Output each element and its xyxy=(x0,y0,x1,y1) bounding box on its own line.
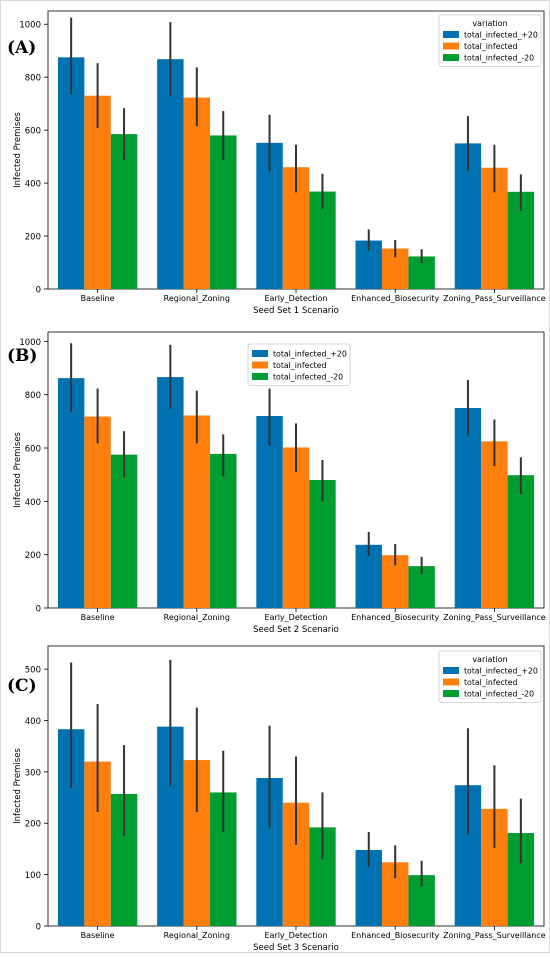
legend-swatch xyxy=(443,667,459,674)
bar xyxy=(481,441,508,608)
x-tick-label: Zoning_Pass_Surveillance xyxy=(443,294,546,303)
chart-panel-3: 0 100 200 300 400 500 Infected Premises Seed Se… xyxy=(7,645,546,953)
y-tick-label: 800 xyxy=(25,74,41,84)
x-tick-label: Early_Detection xyxy=(264,613,327,622)
bar xyxy=(157,377,184,608)
y-tick-label: 1000 xyxy=(19,21,41,31)
legend: variation total_infected_+20 total_infecte… xyxy=(438,14,542,67)
y-tick-label: 400 xyxy=(25,498,41,508)
legend: total_infected_+20 total_infected total_in… xyxy=(247,343,351,386)
bar xyxy=(507,475,535,608)
y-tick-label: 400 xyxy=(25,180,41,190)
bar xyxy=(454,408,482,608)
x-tick-label: Enhanced_Biosecurity xyxy=(351,613,439,622)
y-tick-label: 600 xyxy=(25,127,41,137)
y-tick-label: 200 xyxy=(25,551,41,561)
legend-label: total_infected_-20 xyxy=(464,54,534,63)
y-axis-label: Infected Premises xyxy=(13,432,23,508)
bar xyxy=(157,59,184,289)
y-tick-label: 100 xyxy=(25,871,41,881)
chart-panel-1: 0 200 400 600 800 1000 Infected Premises Seed S… xyxy=(7,10,546,316)
y-tick-label: 0 xyxy=(36,605,41,615)
bar xyxy=(183,97,211,289)
legend-swatch xyxy=(443,42,459,50)
legend-swatch xyxy=(252,350,268,357)
legend-label: total_infected xyxy=(464,678,518,687)
y-tick-label: 1000 xyxy=(19,338,41,348)
x-tick-label: Baseline xyxy=(81,294,115,303)
legend-label: total_infected xyxy=(464,42,518,51)
legend-label: total_infected_-20 xyxy=(273,373,343,382)
legend-title: variation xyxy=(472,19,507,28)
y-tick-label: 0 xyxy=(36,923,41,933)
bar xyxy=(256,416,283,608)
y-tick-label: 800 xyxy=(25,391,41,401)
x-tick-label: Enhanced_Biosecurity xyxy=(351,294,439,303)
y-tick-label: 300 xyxy=(25,768,41,778)
x-tick-label: Zoning_Pass_Surveillance xyxy=(443,931,546,940)
x-tick-label: Early_Detection xyxy=(264,931,327,940)
x-axis-label: Seed Set 1 Scenario xyxy=(253,306,339,316)
legend-label: total_infected_+20 xyxy=(464,667,538,676)
legend-box xyxy=(247,343,351,386)
y-axis-label: Infected Premises xyxy=(13,112,23,188)
bar xyxy=(57,57,85,290)
x-tick-label: Zoning_Pass_Surveillance xyxy=(443,613,546,622)
x-tick-label: Baseline xyxy=(81,931,115,940)
legend: variation total_infected_+20 total_infecte… xyxy=(438,650,542,703)
x-tick-label: Early_Detection xyxy=(264,294,327,303)
panel-label: (A) xyxy=(7,38,36,58)
y-tick-label: 600 xyxy=(25,445,41,455)
x-tick-label: Baseline xyxy=(81,613,115,622)
x-tick-label: Enhanced_Biosecurity xyxy=(351,931,439,940)
legend-swatch xyxy=(443,54,459,61)
x-tick-label: Regional_Zoning xyxy=(164,613,230,622)
x-axis-label: Seed Set 2 Scenario xyxy=(253,625,339,635)
bar xyxy=(183,415,211,608)
bar xyxy=(84,416,111,608)
bar xyxy=(210,135,237,289)
x-tick-label: Regional_Zoning xyxy=(164,294,230,303)
bar xyxy=(110,454,138,608)
legend-label: total_infected_+20 xyxy=(273,350,347,359)
legend-swatch xyxy=(252,361,268,369)
legend-swatch xyxy=(443,31,459,38)
y-tick-label: 500 xyxy=(25,666,41,676)
bar xyxy=(110,134,138,289)
legend-swatch xyxy=(252,373,268,380)
panel-label: (C) xyxy=(7,676,37,696)
y-tick-label: 0 xyxy=(36,286,41,296)
legend-box xyxy=(438,14,542,67)
y-tick-label: 400 xyxy=(25,717,41,727)
legend-label: total_infected xyxy=(273,361,327,370)
x-axis-label: Seed Set 3 Scenario xyxy=(253,943,339,953)
legend-swatch xyxy=(443,690,459,697)
y-axis-label: Infected Premises xyxy=(13,748,23,824)
legend-box xyxy=(438,650,542,703)
legend-label: total_infected_-20 xyxy=(464,690,534,699)
legend-label: total_infected_+20 xyxy=(464,31,538,40)
legend-swatch xyxy=(443,678,459,686)
bar xyxy=(210,453,237,608)
chart-panel-2: 0 200 400 600 800 1000 Infected Premises Seed S… xyxy=(7,331,546,635)
legend-title: variation xyxy=(472,655,507,664)
bar xyxy=(282,447,310,608)
x-tick-label: Regional_Zoning xyxy=(164,931,230,940)
panel-label: (B) xyxy=(7,346,37,366)
y-tick-label: 200 xyxy=(25,233,41,243)
y-tick-label: 200 xyxy=(25,820,41,830)
bar xyxy=(57,378,85,608)
